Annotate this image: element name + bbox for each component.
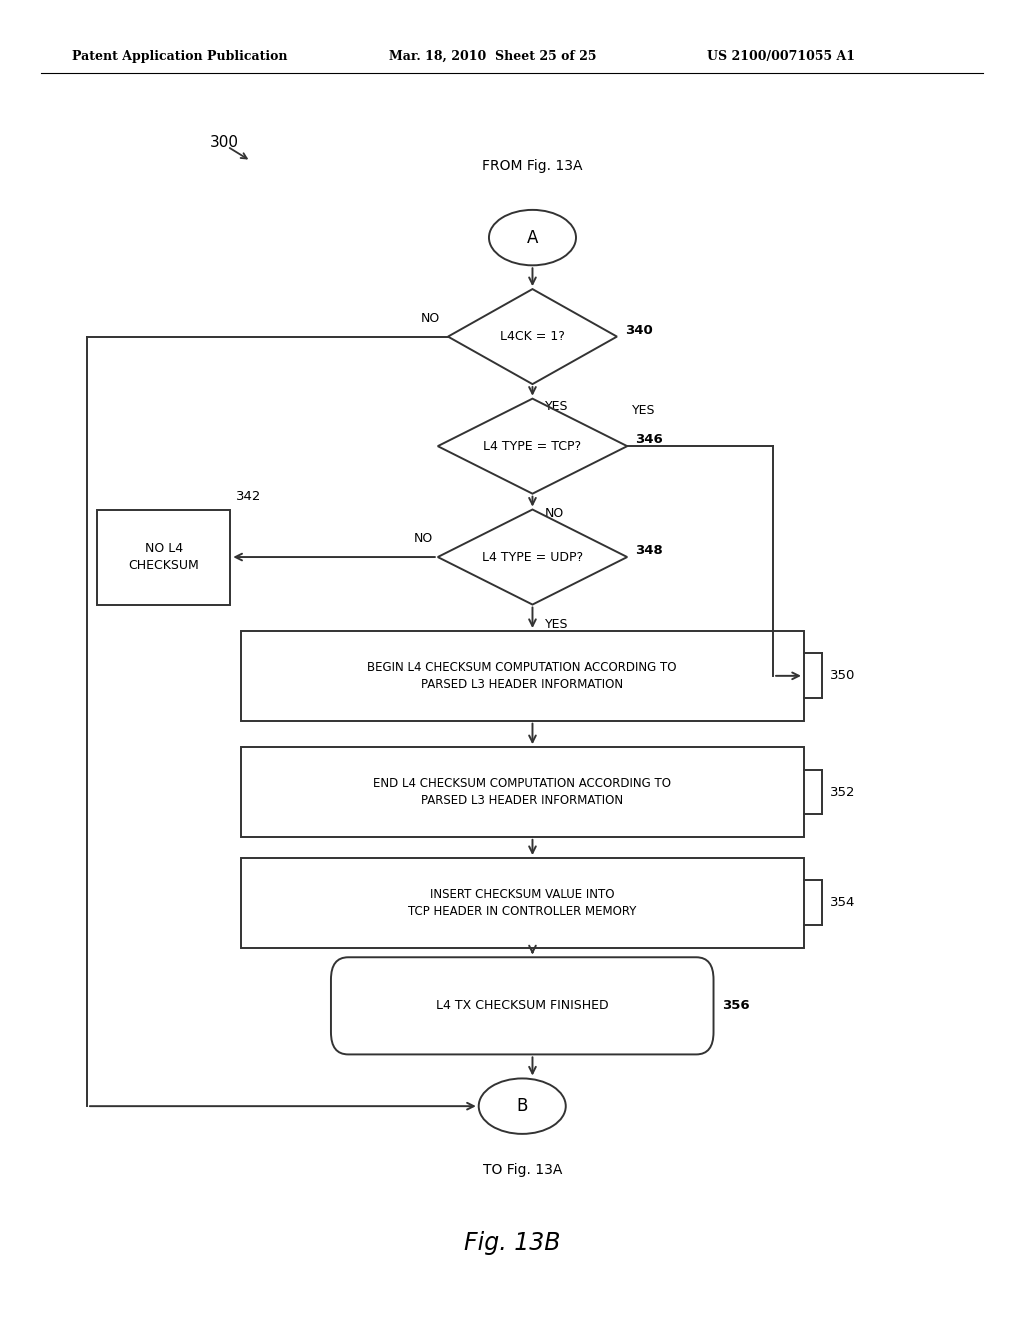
- Bar: [241, 858, 804, 948]
- Text: 356: 356: [722, 999, 750, 1012]
- Text: YES: YES: [545, 618, 568, 631]
- Text: 300: 300: [210, 135, 239, 150]
- Text: 342: 342: [236, 490, 261, 503]
- Text: 350: 350: [830, 669, 856, 682]
- Text: 346: 346: [635, 433, 664, 446]
- Text: TO Fig. 13A: TO Fig. 13A: [482, 1163, 562, 1177]
- Text: B: B: [516, 1097, 528, 1115]
- Text: 348: 348: [635, 544, 664, 557]
- Bar: [241, 747, 804, 837]
- Text: YES: YES: [545, 400, 568, 413]
- Text: A: A: [526, 228, 539, 247]
- Text: NO L4
CHECKSUM: NO L4 CHECKSUM: [128, 543, 200, 572]
- Text: NO: NO: [421, 312, 440, 325]
- Text: Mar. 18, 2010  Sheet 25 of 25: Mar. 18, 2010 Sheet 25 of 25: [389, 50, 597, 63]
- Bar: [97, 510, 230, 605]
- Bar: [241, 631, 804, 721]
- Text: Patent Application Publication: Patent Application Publication: [72, 50, 287, 63]
- Text: FROM Fig. 13A: FROM Fig. 13A: [482, 158, 583, 173]
- Text: L4 TX CHECKSUM FINISHED: L4 TX CHECKSUM FINISHED: [436, 999, 608, 1012]
- Text: YES: YES: [633, 404, 655, 417]
- Text: L4CK = 1?: L4CK = 1?: [500, 330, 565, 343]
- Text: L4 TYPE = TCP?: L4 TYPE = TCP?: [483, 440, 582, 453]
- Text: L4 TYPE = UDP?: L4 TYPE = UDP?: [482, 550, 583, 564]
- Text: BEGIN L4 CHECKSUM COMPUTATION ACCORDING TO
PARSED L3 HEADER INFORMATION: BEGIN L4 CHECKSUM COMPUTATION ACCORDING …: [368, 661, 677, 690]
- Text: 354: 354: [830, 896, 856, 909]
- Text: US 2100/0071055 A1: US 2100/0071055 A1: [707, 50, 855, 63]
- Text: Fig. 13B: Fig. 13B: [464, 1232, 560, 1255]
- Text: NO: NO: [414, 532, 432, 545]
- Text: 340: 340: [625, 323, 653, 337]
- Text: NO: NO: [545, 507, 564, 520]
- Text: INSERT CHECKSUM VALUE INTO
TCP HEADER IN CONTROLLER MEMORY: INSERT CHECKSUM VALUE INTO TCP HEADER IN…: [408, 888, 637, 917]
- Text: 352: 352: [830, 785, 856, 799]
- Text: END L4 CHECKSUM COMPUTATION ACCORDING TO
PARSED L3 HEADER INFORMATION: END L4 CHECKSUM COMPUTATION ACCORDING TO…: [373, 777, 672, 807]
